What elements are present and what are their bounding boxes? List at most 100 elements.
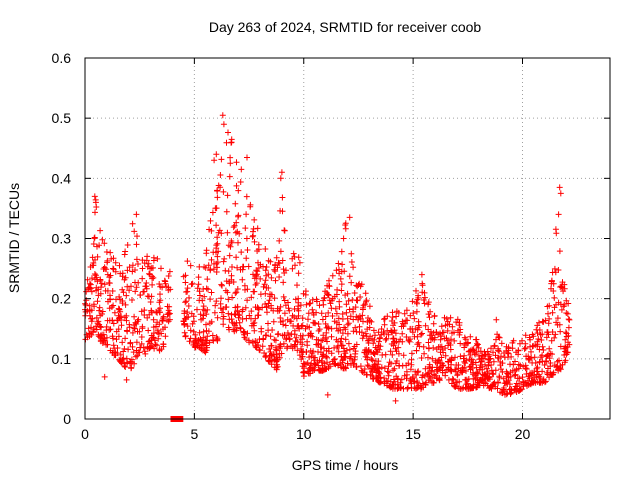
data-point: [399, 330, 406, 337]
data-point: [523, 366, 530, 372]
data-point: [123, 376, 130, 383]
data-point: [457, 367, 464, 374]
data-point: [116, 293, 123, 300]
data-point: [222, 267, 229, 274]
data-point: [221, 255, 228, 262]
data-point: [135, 349, 142, 356]
data-point: [187, 262, 194, 269]
data-point: [360, 332, 367, 339]
data-point: [323, 290, 330, 296]
data-point: [352, 324, 359, 331]
data-point: [116, 262, 123, 269]
data-point: [463, 368, 469, 374]
data-point: [389, 381, 396, 388]
data-point: [381, 315, 388, 322]
data-point: [273, 254, 280, 261]
data-point: [214, 194, 221, 201]
data-point: [94, 253, 101, 260]
data-point: [139, 323, 146, 330]
data-point: [198, 346, 205, 353]
data-point: [97, 227, 104, 234]
data-point: [144, 263, 151, 270]
data-point: [386, 383, 393, 390]
data-point: [97, 312, 104, 319]
data-point: [162, 280, 169, 287]
data-point: [389, 351, 396, 358]
data-point: [551, 334, 558, 341]
data-point: [279, 208, 286, 215]
data-point: [267, 258, 274, 265]
data-point: [428, 368, 435, 375]
data-point: [90, 301, 97, 308]
data-point: [303, 361, 310, 368]
data-point: [84, 286, 91, 293]
data-point: [494, 385, 501, 392]
data-point: [271, 295, 278, 302]
data-point: [116, 314, 123, 321]
data-point: [557, 362, 564, 369]
chart-title: Day 263 of 2024, SRMTID for receiver coo…: [209, 19, 482, 35]
data-point: [294, 323, 301, 330]
data-point: [282, 302, 289, 309]
data-point: [233, 182, 240, 189]
data-point: [190, 318, 197, 325]
data-point: [182, 299, 189, 306]
data-point: [449, 323, 456, 330]
data-point: [138, 340, 145, 347]
data-point: [211, 260, 217, 267]
data-point: [154, 319, 161, 326]
data-point: [392, 345, 399, 352]
data-point: [385, 363, 392, 370]
data-point: [110, 342, 117, 349]
data-point: [379, 352, 386, 358]
data-point: [413, 347, 420, 354]
data-point: [521, 345, 528, 352]
data-point: [104, 287, 111, 294]
data-point: [270, 318, 277, 325]
data-point: [99, 236, 106, 243]
data-point: [369, 357, 376, 364]
data-point: [92, 272, 99, 279]
data-point: [411, 315, 418, 322]
data-point: [229, 264, 235, 270]
data-point: [401, 310, 408, 317]
data-point: [234, 264, 241, 271]
data-point: [400, 352, 407, 359]
data-point: [201, 293, 208, 300]
data-point: [268, 291, 275, 298]
data-point: [153, 342, 160, 349]
data-point: [306, 370, 313, 377]
data-point: [477, 348, 484, 355]
data-point: [473, 342, 480, 349]
data-point: [340, 235, 347, 242]
data-point: [526, 355, 533, 362]
data-point: [254, 225, 261, 232]
data-point: [230, 326, 237, 333]
data-point: [561, 352, 568, 358]
data-point: [413, 308, 420, 315]
data-point: [283, 336, 289, 343]
data-point: [105, 298, 111, 305]
data-point: [183, 298, 190, 305]
data-point: [106, 317, 113, 324]
data-point: [242, 225, 249, 232]
data-point: [110, 266, 117, 273]
data-point: [436, 364, 443, 371]
data-point: [213, 151, 220, 158]
data-point: [342, 350, 349, 357]
data-point: [281, 310, 288, 317]
data-point: [546, 345, 553, 352]
data-point: [326, 297, 333, 304]
data-point: [118, 322, 125, 329]
data-point: [344, 315, 351, 322]
data-point: [113, 328, 120, 335]
data-point: [536, 346, 543, 353]
data-point: [490, 358, 497, 365]
data-point: [119, 298, 126, 304]
data-point: [103, 249, 110, 255]
y-tick-label: 0.3: [52, 231, 72, 247]
data-point: [220, 306, 227, 312]
data-point: [250, 232, 257, 239]
data-point: [219, 309, 225, 316]
y-tick-label: 0.4: [52, 170, 72, 186]
